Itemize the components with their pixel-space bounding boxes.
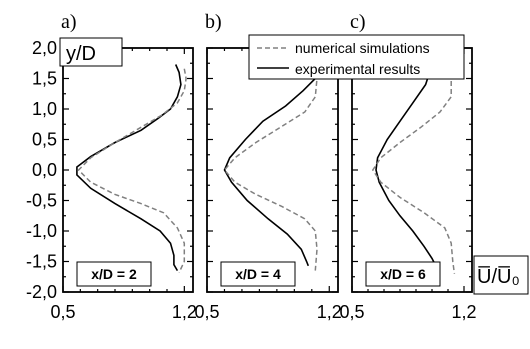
y-tick-label: -0,5 [26, 191, 57, 211]
y-axis-title: y/D [66, 43, 96, 65]
experimental-series-line [375, 64, 436, 265]
panel-1: 0,5 1,2 a) x/D = 2 [50, 11, 196, 322]
panel-letter: b) [205, 11, 222, 33]
legend-label-numerical: numerical simulations [295, 40, 430, 56]
annotation-box [76, 261, 152, 287]
numerical-series-line [77, 68, 187, 273]
annotation-box [220, 261, 296, 287]
panel-letter: a) [61, 11, 77, 33]
x-tick-label: 1,2 [172, 302, 197, 322]
x-tick-label: 0,5 [194, 302, 219, 322]
numerical-series-line [223, 65, 318, 271]
numerical-series-line [371, 65, 456, 274]
panel-annotation: x/D = 2 [91, 266, 137, 282]
legend-label-experimental: experimental results [295, 61, 420, 77]
x-axis-title: U̅/U̅₀ [477, 265, 520, 288]
panel-annotation: x/D = 6 [380, 266, 426, 282]
y-tick-label: 2,0 [32, 38, 57, 58]
y-tick-label: 0,0 [32, 160, 57, 180]
y-axis-title-box: y/D [59, 37, 123, 67]
y-tick-label: 0,5 [32, 130, 57, 150]
panel-letter: c) [350, 11, 366, 33]
panel-annotation: x/D = 4 [235, 266, 281, 282]
panel-2: 0,5 1,2 b) x/D = 4 [194, 11, 341, 322]
panel-frame [206, 47, 339, 293]
experimental-series-line [223, 64, 317, 267]
panel-frame [351, 47, 473, 293]
y-tick-label: -1,5 [26, 252, 57, 272]
x-tick-label: 1,2 [451, 302, 476, 322]
annotation-box [365, 261, 441, 287]
y-tick-label: -1,0 [26, 221, 57, 241]
x-tick-label: 0,5 [50, 302, 75, 322]
experimental-series-line [76, 64, 182, 272]
y-tick-label: -2,0 [26, 282, 57, 302]
x-axis-title-box: U̅/U̅₀ [473, 255, 529, 295]
y-tick-labels: 2,0 1,5 1,0 0,5 0,0 -0,5 -1,0 -1,5 -2,0 [26, 38, 57, 302]
y-tick-label: 1,5 [32, 69, 57, 89]
legend: numerical simulations experimental resul… [248, 34, 465, 80]
x-tick-label: 0,5 [339, 302, 364, 322]
y-tick-label: 1,0 [32, 99, 57, 119]
x-tick-label: 1,2 [317, 302, 342, 322]
